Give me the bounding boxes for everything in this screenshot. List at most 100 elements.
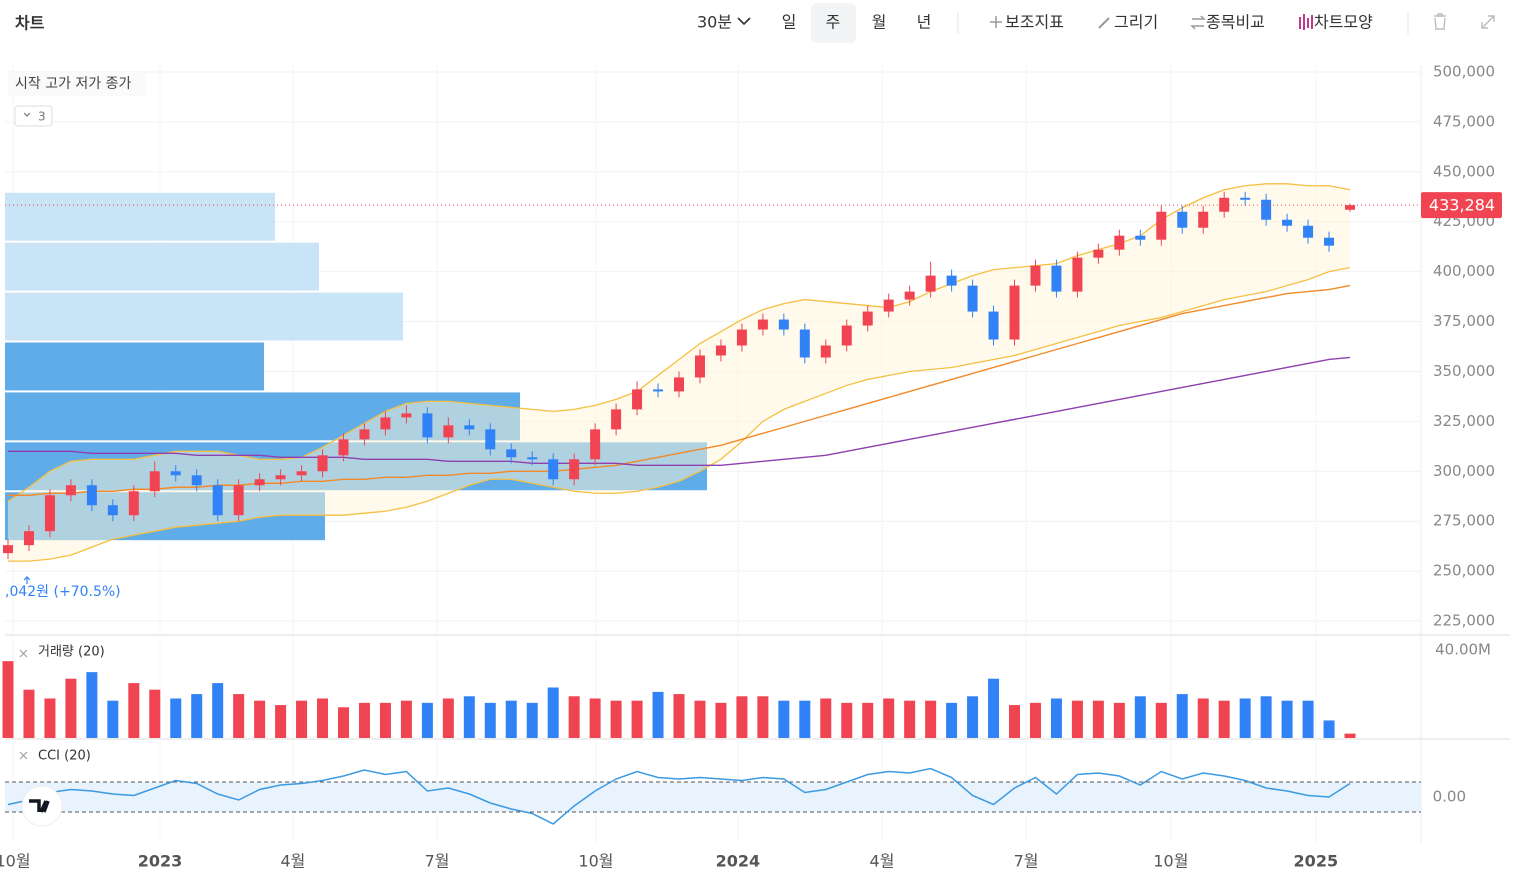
candle-body — [1030, 265, 1041, 286]
volume-bar — [338, 707, 349, 738]
volume-bar — [1092, 700, 1104, 738]
candle-body — [233, 485, 244, 516]
volume-bar — [988, 678, 1000, 738]
x-tick-label: 10월 — [1153, 852, 1188, 871]
x-tick-label: 4월 — [870, 852, 895, 871]
y-tick-label: 300,000 — [1433, 462, 1495, 480]
tool-button[interactable]: 그리기 — [1114, 13, 1158, 32]
y-tick-label: 275,000 — [1433, 512, 1495, 530]
volume-bar — [967, 696, 979, 738]
x-tick-label: 10월 — [0, 852, 31, 871]
y-tick-label: 450,000 — [1433, 162, 1495, 180]
y-tick-label: 225,000 — [1433, 612, 1495, 630]
cci-line — [7, 767, 1351, 825]
volume-bar — [841, 702, 853, 738]
candle-body — [275, 475, 286, 480]
cci-band — [5, 782, 1421, 812]
volume-bar — [86, 672, 98, 738]
volume-bar — [526, 702, 538, 738]
y-tick-label: 325,000 — [1433, 412, 1495, 430]
candle-body — [1114, 235, 1125, 250]
candle-body — [65, 485, 76, 496]
candle-body — [506, 449, 517, 458]
moving-average — [8, 356, 1351, 466]
volume-bar — [799, 700, 811, 738]
tool-button[interactable]: 보조지표 — [1005, 13, 1064, 32]
moving-average — [8, 284, 1351, 496]
y-tick-label: 250,000 — [1433, 562, 1495, 580]
volume-bar — [1029, 702, 1041, 738]
volume-bar — [1239, 698, 1251, 738]
volume-bar — [1281, 700, 1293, 738]
close-icon[interactable] — [19, 649, 28, 658]
candle-body — [988, 311, 999, 340]
volume-bar — [1302, 700, 1314, 738]
volume-bar — [1260, 696, 1272, 738]
candle-body — [23, 531, 34, 546]
volume-bar — [400, 700, 412, 738]
interval-select[interactable]: 30분 — [697, 13, 732, 32]
volume-bar — [904, 700, 916, 738]
period-button[interactable]: 년 — [917, 13, 932, 32]
tool-button[interactable]: 종목비교 — [1206, 13, 1265, 32]
volume-bar — [191, 694, 203, 738]
tool-button[interactable]: 차트모양 — [1314, 13, 1373, 32]
candle-body — [464, 425, 475, 430]
candle-body — [862, 311, 873, 326]
period-button[interactable]: 일 — [782, 13, 797, 32]
volume-bar — [778, 700, 790, 738]
volume-bar — [883, 698, 895, 738]
x-tick-label: 7월 — [1014, 852, 1039, 871]
volume-bar — [652, 691, 664, 738]
last-price-label: 433,284 — [1429, 196, 1495, 215]
expand-icon[interactable] — [1481, 15, 1495, 29]
volume-profile-bar — [5, 192, 275, 241]
candle-body — [1198, 211, 1209, 228]
plot-layer: 225,000 250,000 275,000 300,000 325,000 350,0… — [0, 62, 1502, 871]
candle-body — [925, 275, 936, 292]
volume-bar — [505, 700, 517, 738]
candle-body — [254, 479, 265, 486]
candle-body — [799, 329, 810, 358]
candle-body — [653, 389, 664, 392]
candle-body — [1177, 211, 1188, 228]
logo-mark — [29, 799, 50, 813]
candle-body — [590, 429, 601, 460]
candle-body — [674, 377, 684, 392]
volume-bar — [757, 696, 769, 738]
candle-body — [694, 355, 705, 378]
candle-body — [401, 413, 412, 418]
period-button[interactable]: 주 — [826, 13, 841, 32]
candle-body — [1135, 235, 1146, 240]
period-button[interactable]: 월 — [872, 13, 887, 32]
candle-body — [946, 275, 957, 286]
candle-body — [1282, 219, 1293, 226]
candle-body — [191, 475, 202, 486]
volume-bar — [1071, 700, 1083, 738]
volume-bar — [1323, 720, 1335, 738]
legend-box — [8, 72, 146, 96]
candle-body — [3, 545, 13, 554]
candle-body — [527, 457, 538, 460]
candle-body — [883, 299, 894, 312]
band-line — [8, 267, 1351, 562]
candle-body — [107, 505, 118, 516]
volume-bar — [673, 694, 685, 738]
close-icon[interactable] — [19, 751, 28, 760]
y-tick-label: 350,000 — [1433, 362, 1495, 380]
volume-bar — [2, 661, 14, 738]
candle-body — [1009, 285, 1020, 340]
volume-bar — [1344, 733, 1356, 738]
annotation: ,042원 (+70.5%) — [5, 584, 121, 600]
volume-title: 거래량 (20) — [38, 645, 105, 660]
band-line — [7, 183, 1351, 502]
x-tick-label: 4월 — [281, 852, 306, 871]
volume-bar — [1134, 696, 1146, 738]
active-period — [811, 3, 856, 43]
candle-body — [338, 439, 349, 456]
trash-icon[interactable] — [1434, 13, 1446, 30]
volume-bar — [820, 698, 832, 738]
collapse-button[interactable] — [14, 105, 53, 127]
volume-bar — [296, 700, 308, 738]
